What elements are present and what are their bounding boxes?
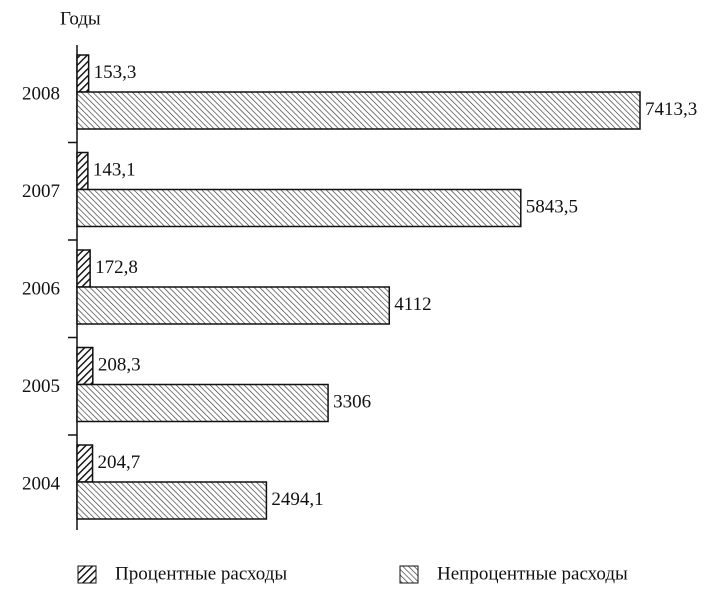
- bar: [76, 249, 91, 288]
- value-label: 172,8: [95, 257, 138, 278]
- bar: [76, 188, 522, 228]
- bar: [76, 481, 268, 520]
- value-label: 5843,5: [526, 196, 578, 217]
- category-label: 2008: [22, 83, 60, 104]
- value-label: 3306: [333, 391, 371, 412]
- bar: [76, 151, 89, 191]
- y-axis-label: Годы: [60, 8, 101, 29]
- bar: [76, 444, 94, 483]
- value-label: 7413,3: [645, 99, 697, 120]
- legend-swatch: [399, 565, 419, 584]
- value-label: 2494,1: [271, 489, 323, 510]
- bar: [76, 383, 329, 423]
- category-label: 2007: [22, 181, 60, 202]
- category-label: 2004: [22, 473, 61, 494]
- bar: [76, 346, 94, 386]
- legend-label: Непроцентные расходы: [437, 563, 628, 584]
- category-label: 2006: [22, 278, 60, 299]
- value-label: 143,1: [93, 159, 136, 180]
- bar: [76, 286, 391, 325]
- value-label: 204,7: [98, 452, 141, 473]
- value-label: 208,3: [98, 354, 141, 375]
- bar: [76, 54, 90, 93]
- value-label: 4112: [394, 294, 431, 315]
- category-label: 2005: [22, 376, 60, 397]
- legend-swatch: [77, 565, 97, 584]
- legend-label: Процентные расходы: [115, 563, 287, 584]
- bar: [76, 91, 641, 130]
- value-label: 153,3: [94, 62, 137, 83]
